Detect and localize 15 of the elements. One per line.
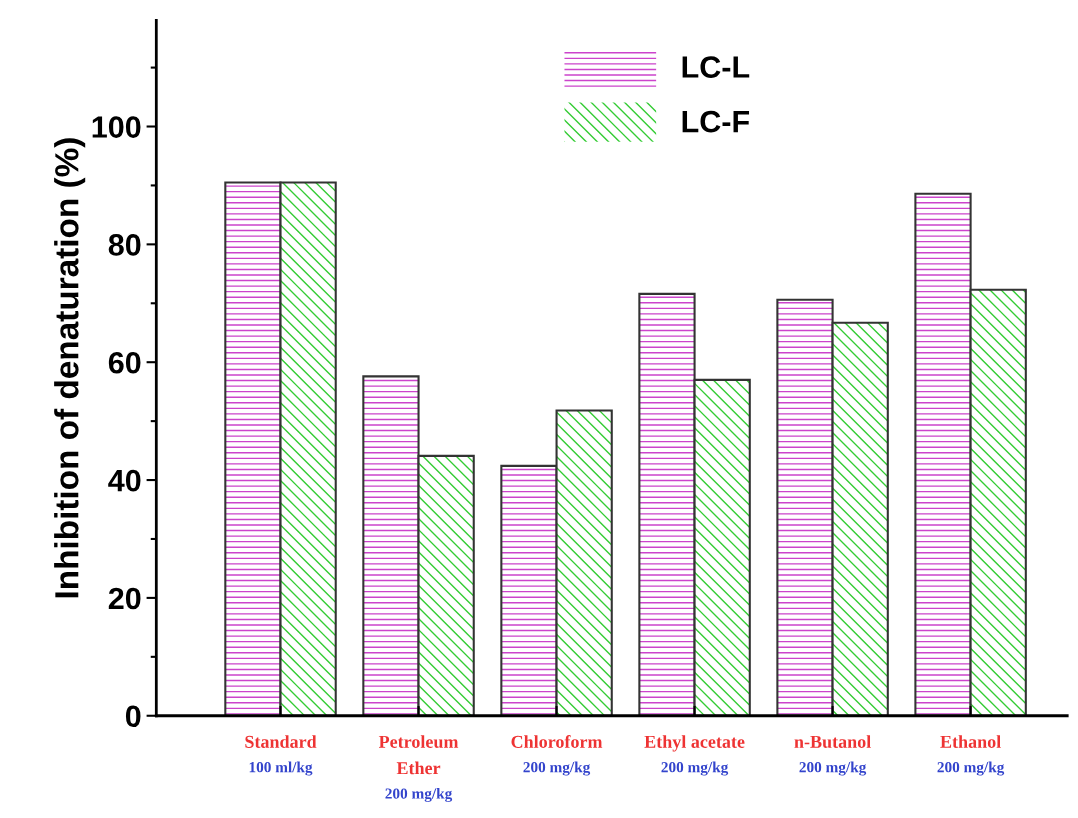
y-axis-title: Inhibition of denaturation (%) <box>54 138 86 598</box>
legend-label: LC-F <box>682 110 750 133</box>
y-tick-label: 40 <box>108 469 141 492</box>
x-tick-label: Ethanol 200 mg/kg <box>937 735 1005 776</box>
legend-label: LC-L <box>682 56 750 78</box>
x-tick-label: Chloroform 200 mg/kg <box>511 735 603 776</box>
x-tick-label: Ethyl acetate 200 mg/kg <box>644 735 745 776</box>
y-tick-label: 80 <box>108 234 141 256</box>
y-tick-label: 60 <box>108 351 141 374</box>
y-tick-label: 0 <box>125 705 141 728</box>
x-tick-label: n-Butanol 200 mg/kg <box>794 735 871 776</box>
y-tick-label: 100 <box>92 116 141 138</box>
x-tick-label: Petroleum Ether 200 mg/kg <box>378 735 459 802</box>
y-tick-label: 20 <box>108 587 141 610</box>
x-tick-label: Standard 100 ml/kg <box>245 735 317 776</box>
